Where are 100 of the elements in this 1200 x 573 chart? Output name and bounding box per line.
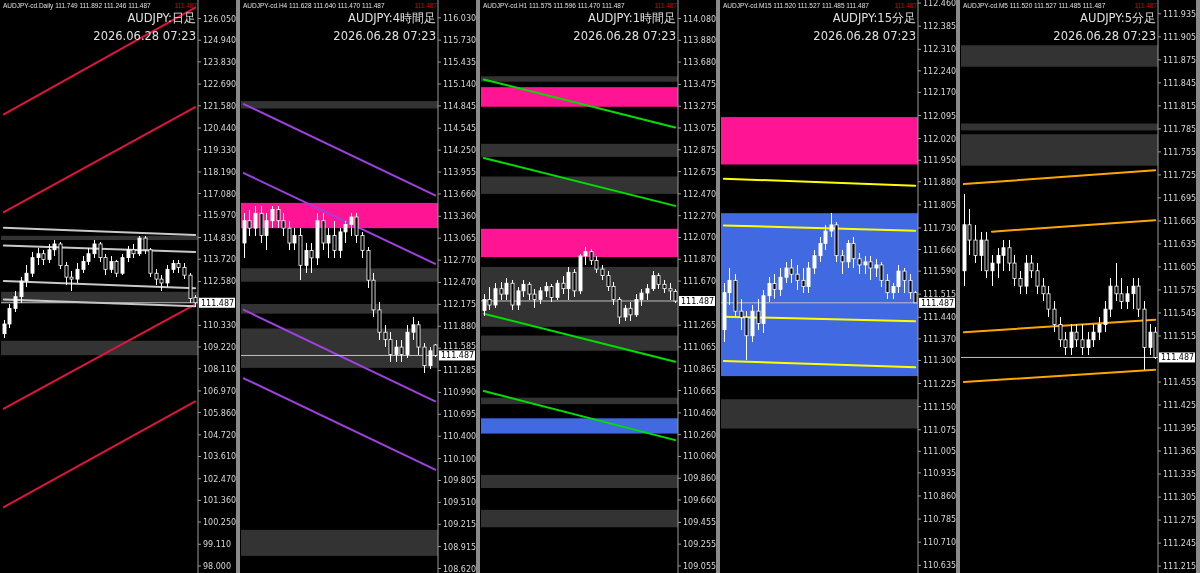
y-tick-label: 113.075 — [683, 124, 717, 133]
y-tick-label: 109.510 — [443, 498, 477, 508]
y-tick-label: 111.575 — [1163, 285, 1197, 295]
y-tick-label: 104.720 — [203, 430, 237, 440]
y-tick-label: 103.610 — [203, 452, 237, 462]
ref-line-label: 111.487 — [1161, 353, 1195, 363]
ref-line-label: 111.487 — [201, 298, 235, 308]
y-tick-label: 109.805 — [443, 476, 477, 486]
y-tick-label: 111.660 — [923, 245, 957, 255]
y-tick-label: 111.670 — [683, 277, 717, 287]
y-tick-label: 112.240 — [923, 66, 957, 76]
y-tick-label: 111.845 — [1163, 78, 1197, 88]
y-tick-label: 110.460 — [683, 408, 717, 418]
y-tick-label: 98.000 — [203, 561, 231, 571]
y-tick-label: 111.755 — [1163, 147, 1197, 157]
y-tick-label: 121.580 — [203, 101, 237, 111]
y-tick-label: 114.250 — [443, 146, 477, 156]
y-tick-label: 110.260 — [683, 430, 717, 440]
y-tick-label: 115.435 — [443, 58, 477, 68]
y-tick-label: 99.110 — [203, 540, 231, 550]
y-tick-label: 113.475 — [683, 80, 717, 90]
y-tick-label: 111.265 — [683, 321, 717, 331]
y-tick-label: 110.860 — [923, 491, 957, 501]
text: AUDJPY:5分足 — [1080, 11, 1156, 25]
y-tick-label: 112.310 — [923, 45, 957, 55]
y-tick-label: 111.870 — [683, 255, 717, 265]
y-tick-label: 114.080 — [683, 14, 717, 24]
text: AUDJPY:1時間足 — [588, 11, 676, 25]
ref-line-label: 111.487 — [681, 296, 715, 306]
y-tick-label: 112.770 — [443, 256, 477, 266]
y-tick-label: 117.080 — [203, 189, 237, 199]
text: 2026.06.28 07:23 — [333, 29, 436, 43]
y-tick-label: 111.215 — [1163, 562, 1197, 572]
y-tick-label: 111.585 — [443, 342, 477, 352]
y-tick-label: 109.255 — [683, 540, 717, 550]
y-tick-label: 111.880 — [923, 177, 957, 187]
y-tick-label: 111.335 — [1163, 470, 1197, 480]
y-tick-label: 113.065 — [443, 234, 477, 244]
y-tick-label: 112.070 — [683, 233, 717, 243]
y-tick-label: 100.250 — [203, 518, 237, 528]
y-tick-label: 123.830 — [203, 57, 237, 67]
y-tick-label: 111.395 — [1163, 424, 1197, 434]
y-tick-label: 111.455 — [1163, 378, 1197, 387]
text: 2026.06.28 07:23 — [1053, 29, 1156, 43]
y-tick-label: 111.300 — [923, 356, 957, 366]
y-tick-label: 111.605 — [1163, 262, 1197, 272]
y-tick-label: 111.275 — [1163, 516, 1197, 526]
y-tick-label: 111.065 — [683, 342, 717, 352]
y-tick-label: 111.905 — [1163, 32, 1197, 42]
y-tick-label: 111.950 — [923, 156, 957, 166]
y-tick-label: 111.515 — [1163, 331, 1197, 341]
y-tick-label: 120.440 — [203, 124, 237, 134]
y-tick-label: 108.110 — [203, 364, 237, 374]
text: 2026.06.28 07:23 — [573, 29, 676, 43]
y-tick-label: 111.440 — [923, 313, 957, 323]
y-tick-label: 112.470 — [443, 278, 477, 288]
y-tick-label: 105.860 — [203, 408, 237, 418]
y-tick-label: 111.785 — [1163, 124, 1197, 134]
y-tick-label: 111.225 — [923, 379, 957, 389]
y-tick-label: 112.175 — [443, 300, 477, 310]
y-tick-label: 110.990 — [443, 388, 477, 398]
y-tick-label: 109.220 — [203, 343, 237, 352]
y-tick-label: 113.955 — [443, 168, 477, 178]
y-tick-label: 111.730 — [923, 223, 957, 233]
y-tick-label: 112.875 — [683, 145, 717, 155]
y-tick-label: 109.660 — [683, 496, 717, 506]
y-tick-label: 116.030 — [443, 13, 477, 23]
y-tick-label: 114.845 — [443, 101, 477, 111]
y-tick-label: 110.330 — [203, 321, 237, 331]
y-tick-label: 110.785 — [923, 515, 957, 525]
ref-line-label: 111.487 — [921, 298, 955, 308]
y-tick-label: 111.425 — [1163, 401, 1197, 411]
text: AUDJPY:4時間足 — [348, 11, 436, 25]
y-tick-label: 111.935 — [1163, 9, 1197, 19]
y-tick-label: 111.725 — [1163, 170, 1197, 180]
y-tick-label: 110.935 — [923, 468, 957, 478]
ref-line-label: 111.487 — [441, 351, 475, 361]
y-tick-label: 112.675 — [683, 167, 717, 177]
y-tick-label: 126.050 — [203, 14, 237, 24]
y-tick-label: 111.635 — [1163, 239, 1197, 249]
y-tick-label: 111.305 — [1163, 493, 1197, 503]
y-tick-label: 112.385 — [923, 22, 957, 32]
y-tick-label: 110.665 — [683, 386, 717, 396]
y-tick-label: 110.400 — [443, 432, 477, 442]
text: 2026.06.28 07:23 — [813, 29, 916, 43]
y-tick-label: 110.635 — [923, 561, 957, 571]
y-tick-label: 112.460 — [923, 0, 957, 9]
y-tick-label: 111.695 — [1163, 193, 1197, 203]
y-tick-label: 111.875 — [1163, 55, 1197, 65]
y-tick-label: 102.470 — [203, 474, 237, 484]
y-tick-label: 112.270 — [683, 211, 717, 221]
y-tick-label: 115.970 — [203, 211, 237, 221]
y-tick-label: 109.455 — [683, 518, 717, 528]
y-tick-label: 112.580 — [203, 277, 237, 287]
y-tick-label: 110.695 — [443, 410, 477, 420]
y-tick-label: 112.470 — [683, 189, 717, 199]
y-tick-label: 110.710 — [923, 538, 957, 548]
y-tick-label: 101.360 — [203, 496, 237, 506]
y-tick-label: 111.245 — [1163, 539, 1197, 549]
y-tick-label: 110.865 — [683, 364, 717, 374]
